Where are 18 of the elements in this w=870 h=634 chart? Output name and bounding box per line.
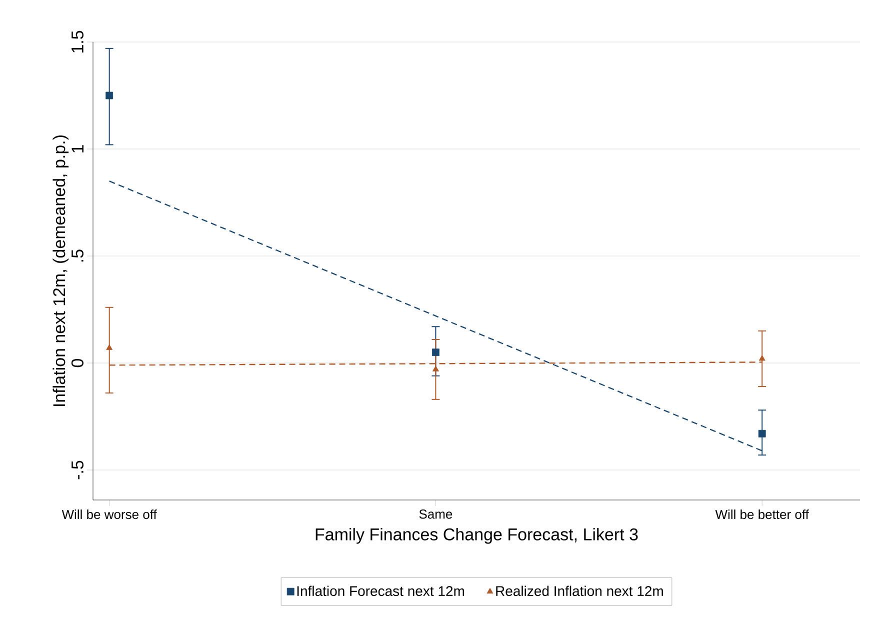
y-axis-title: Inflation next 12m, (demeaned, p.p.) bbox=[52, 136, 69, 406]
point bbox=[758, 355, 766, 361]
y-tick-label: 0 bbox=[71, 358, 84, 368]
y-tick-label: 1.5 bbox=[72, 30, 84, 53]
point bbox=[106, 92, 114, 100]
legend-label: Realized Inflation next 12m bbox=[496, 586, 663, 596]
x-tick-label: Will be better off bbox=[715, 510, 809, 520]
point bbox=[106, 344, 113, 350]
point bbox=[432, 366, 439, 372]
x-axis-title: Family Finances Change Forecast, Likert 3 bbox=[316, 528, 638, 544]
y-tick-label: 1 bbox=[72, 145, 84, 152]
x-tick-label: Same bbox=[419, 510, 452, 519]
y-tick-label: -.5 bbox=[72, 460, 84, 480]
point bbox=[432, 348, 440, 356]
y-tick-label: .5 bbox=[72, 250, 84, 262]
x-tick-label: Will be worse off bbox=[62, 510, 157, 520]
point bbox=[758, 430, 766, 438]
legend-label: Inflation Forecast next 12m bbox=[297, 586, 464, 596]
